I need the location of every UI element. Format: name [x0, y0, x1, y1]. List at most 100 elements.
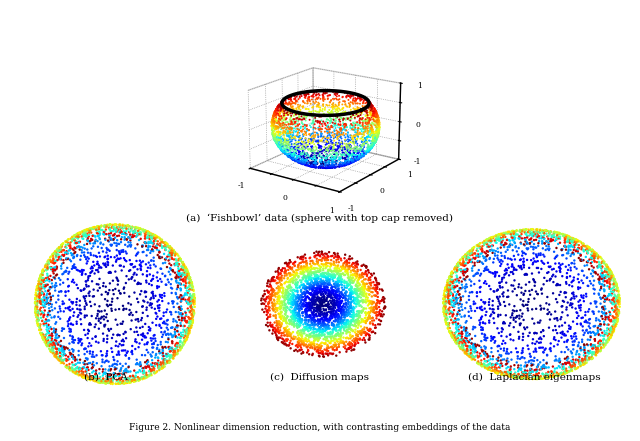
Point [336, 271, 346, 278]
Point [506, 269, 516, 276]
Point [306, 281, 316, 288]
Point [44, 258, 54, 265]
Point [307, 320, 317, 327]
Point [49, 350, 60, 357]
Point [167, 338, 177, 345]
Point [63, 321, 74, 328]
Point [314, 320, 324, 327]
Point [293, 318, 303, 325]
Point [537, 240, 547, 247]
Point [76, 287, 86, 294]
Point [517, 354, 527, 361]
Point [176, 263, 186, 270]
Point [118, 341, 129, 348]
Point [296, 296, 307, 303]
Point [536, 235, 547, 242]
Point [318, 286, 328, 293]
Point [474, 277, 484, 284]
Point [483, 248, 493, 255]
Point [78, 363, 88, 370]
Point [360, 309, 371, 316]
Point [335, 278, 345, 285]
Point [125, 237, 136, 244]
Point [291, 295, 301, 303]
Point [588, 345, 598, 352]
Point [515, 228, 525, 235]
Point [85, 359, 95, 366]
Point [328, 267, 339, 274]
Point [326, 321, 337, 329]
Point [305, 284, 315, 292]
Point [490, 239, 500, 246]
Point [80, 374, 90, 381]
Point [512, 313, 522, 320]
Point [162, 353, 172, 360]
Point [345, 293, 355, 300]
Point [504, 370, 515, 377]
Point [593, 258, 604, 265]
Point [326, 310, 337, 318]
Point [451, 340, 461, 347]
Point [500, 233, 511, 240]
Point [546, 275, 556, 282]
Point [325, 273, 335, 280]
Point [181, 265, 191, 273]
Point [317, 348, 328, 355]
Point [56, 357, 67, 364]
Point [323, 329, 333, 336]
Point [35, 299, 45, 306]
Point [175, 339, 185, 346]
Point [515, 374, 525, 381]
Point [166, 251, 177, 258]
Point [52, 340, 62, 347]
Point [118, 285, 129, 292]
Point [465, 250, 475, 257]
Point [601, 262, 611, 269]
Point [69, 237, 79, 244]
Point [300, 278, 310, 285]
Point [335, 266, 345, 273]
Point [108, 379, 118, 386]
Point [274, 270, 284, 277]
Point [579, 349, 589, 356]
Point [342, 306, 352, 314]
Point [297, 265, 307, 272]
Point [115, 226, 125, 233]
Point [505, 240, 515, 247]
Point [525, 329, 535, 336]
Point [444, 280, 454, 288]
Point [520, 362, 530, 369]
Point [556, 370, 566, 377]
Point [298, 339, 308, 346]
Point [134, 225, 144, 232]
Point [173, 262, 183, 269]
Point [352, 319, 362, 326]
Point [336, 324, 346, 331]
Point [285, 276, 296, 283]
Point [485, 360, 495, 367]
Point [543, 228, 554, 235]
Point [154, 366, 164, 374]
Point [518, 261, 529, 268]
Point [134, 225, 145, 232]
Point [102, 255, 113, 262]
Point [349, 260, 359, 267]
Point [577, 336, 588, 343]
Point [477, 248, 488, 255]
Point [258, 300, 268, 307]
Point [446, 291, 456, 298]
Point [338, 264, 348, 271]
Point [330, 303, 340, 310]
Point [324, 308, 334, 315]
Point [322, 275, 332, 282]
Point [497, 239, 507, 246]
Point [532, 265, 542, 272]
Point [319, 287, 329, 294]
Point [39, 282, 49, 289]
Point [577, 267, 588, 274]
Point [311, 276, 321, 283]
Point [346, 344, 356, 351]
Point [559, 332, 570, 339]
Point [304, 341, 314, 348]
Point [288, 275, 298, 282]
